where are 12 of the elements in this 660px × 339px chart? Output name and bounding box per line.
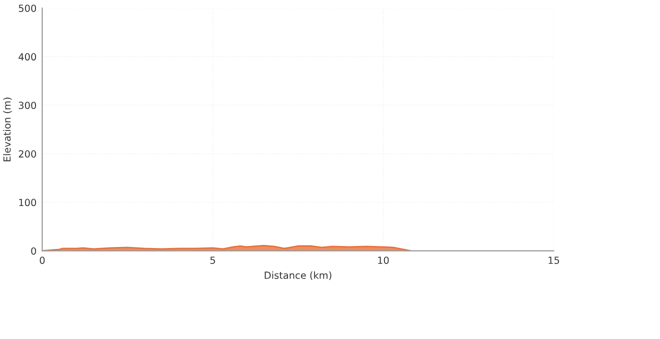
x-axis-title: Distance (km) <box>264 271 332 280</box>
y-axis-title: Elevation (m) <box>3 98 12 162</box>
y-tick-label: 500 <box>18 4 36 12</box>
y-tick-label: 100 <box>19 198 36 206</box>
y-tick-label: 0 <box>31 247 36 255</box>
y-tick-label: 400 <box>18 53 36 61</box>
x-tick-label: 5 <box>210 256 215 264</box>
y-tick-label: 300 <box>18 102 36 110</box>
x-tick-label: 0 <box>40 256 45 264</box>
y-tick-label: 200 <box>18 150 36 158</box>
x-tick-label: 15 <box>548 256 560 264</box>
x-tick-label: 10 <box>378 256 389 264</box>
